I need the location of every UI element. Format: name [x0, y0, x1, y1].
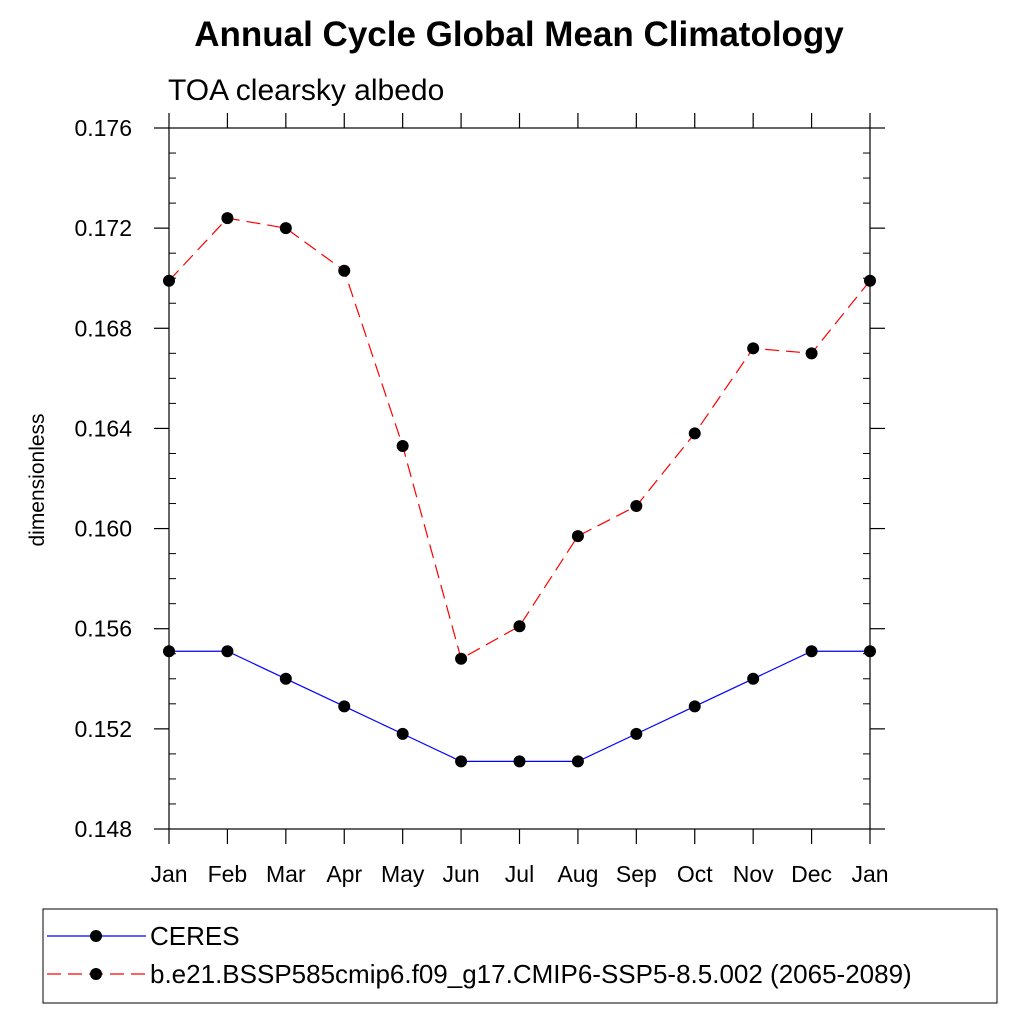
minor-ticks [169, 152, 870, 805]
y-tick-label: 0.172 [74, 215, 132, 241]
x-tick-label: Apr [326, 861, 362, 887]
chart-subtitle: TOA clearsky albedo [168, 74, 444, 107]
x-axis: Jan Feb Mar Apr May Jun Jul Aug Sep Oct Nov Dec Jan [150, 113, 889, 887]
series-1-point [163, 645, 175, 658]
legend-label-1: CERES [150, 921, 240, 951]
x-tick-label: Jan [851, 861, 888, 887]
legend-marker-1 [90, 930, 102, 942]
x-tick-label: May [381, 861, 425, 887]
series-2-point [747, 342, 760, 355]
series-2-point [163, 274, 175, 287]
series-2-point [688, 427, 701, 440]
x-tick-label: Sep [616, 861, 657, 887]
series-2-point [630, 500, 643, 513]
y-tick-label: 0.164 [74, 415, 132, 441]
y-tick-label: 0.152 [74, 716, 132, 742]
series-2-point [279, 222, 292, 235]
y-tick-label: 0.160 [74, 516, 132, 542]
x-tick-label: Mar [266, 861, 306, 887]
y-tick-label: 0.148 [74, 816, 132, 842]
legend-box [42, 908, 998, 1004]
y-tick-label: 0.156 [74, 616, 132, 642]
series-1-point [221, 645, 234, 658]
y-tick-label: 0.176 [74, 115, 132, 141]
series-2-point [338, 264, 351, 277]
series-1-point [864, 645, 876, 658]
y-tick-label: 0.168 [74, 315, 132, 341]
x-tick-label: Oct [677, 861, 713, 887]
series-line-1 [169, 650, 870, 763]
series-line-2 [168, 217, 871, 660]
x-tick-label: Jan [150, 861, 187, 887]
series-1-point [513, 755, 526, 768]
y-axis-title: dimensionless [26, 413, 49, 546]
x-tick-label: Dec [791, 861, 832, 887]
series-1-point [571, 755, 584, 768]
legend: CERES b.e21.BSSP585cmip6.f09_g17.CMIP6-SS… [47, 921, 912, 989]
x-tick-label: Nov [733, 861, 774, 887]
chart-title: Annual Cycle Global Mean Climatology [194, 15, 844, 54]
series-2-point [455, 652, 468, 665]
series-1-point [455, 755, 468, 768]
series-2-point [396, 439, 409, 452]
series-2-point [864, 274, 876, 287]
series-1-point [805, 645, 818, 658]
x-tick-label: Feb [208, 861, 248, 887]
series-2-point [221, 212, 234, 225]
series-1-point [688, 700, 701, 713]
series-layer [163, 212, 876, 768]
series-2-point [513, 620, 526, 633]
plot-frame [168, 127, 871, 830]
series-2-point [571, 530, 584, 543]
x-tick-label: Aug [557, 861, 598, 887]
series-1-point [279, 672, 292, 685]
legend-marker-2 [90, 968, 102, 980]
series-1-point [338, 700, 351, 713]
legend-label-2: b.e21.BSSP585cmip6.f09_g17.CMIP6-SSP5-8.… [150, 959, 912, 989]
series-1-point [747, 672, 760, 685]
y-axis: 0.148 0.152 0.156 0.160 0.164 0.168 0.172 0.176 [74, 115, 885, 842]
series-1-point [630, 727, 643, 740]
x-tick-label: Jun [443, 861, 480, 887]
series-2-point [805, 347, 818, 360]
series-1-point [396, 727, 409, 740]
x-tick-label: Jul [505, 861, 534, 887]
